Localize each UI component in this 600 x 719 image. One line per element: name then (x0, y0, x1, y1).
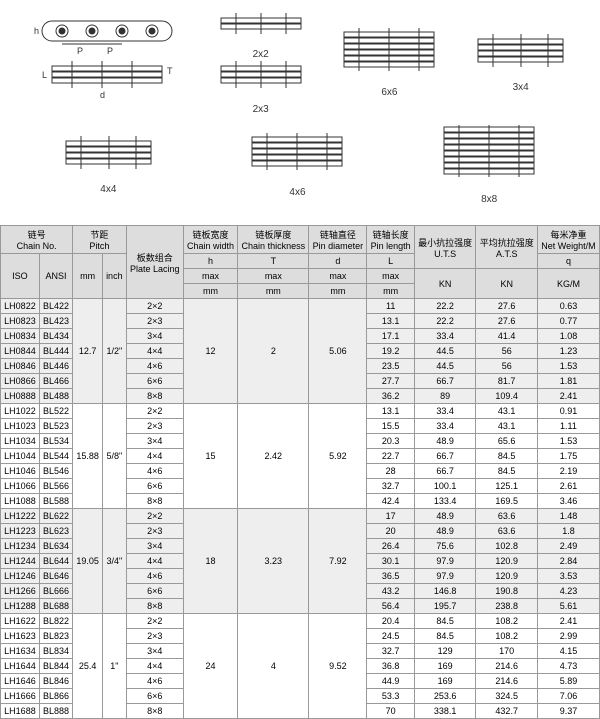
table-row: LH0822BL42212.71/2"2×21225.061122.227.60… (1, 299, 600, 314)
table-row: LH1222BL62219.053/4"2×2183.237.921748.96… (1, 509, 600, 524)
svg-text:P: P (77, 46, 83, 56)
svg-text:L: L (42, 70, 47, 80)
table-row: LH1022BL52215.885/8"2×2152.425.9213.133.… (1, 404, 600, 419)
lacing-6x6: 6x6 (339, 28, 439, 98)
spec-table: 链号Chain No. 节距Pitch 板数组合Plate Lacing 链板宽… (0, 225, 600, 719)
lacing-4x6: 4x6 (247, 133, 347, 198)
lacing-2x2-2x3: 2x2 2x3 (216, 10, 306, 115)
table-row: LH1622BL82225.41"2×22449.5220.484.5108.2… (1, 614, 600, 629)
lacing-8x8: 8x8 (439, 125, 539, 205)
svg-text:P: P (107, 46, 113, 56)
svg-text:d: d (100, 90, 105, 100)
diagram-area: P P h L d T 2x2 2x3 6x6 3x4 4x4 4x6 (0, 0, 600, 215)
chain-top-view: P P h L d T (32, 16, 182, 110)
table-body: LH0822BL42212.71/2"2×21225.061122.227.60… (1, 299, 600, 719)
table-head: 链号Chain No. 节距Pitch 板数组合Plate Lacing 链板宽… (1, 226, 600, 299)
lacing-4x4: 4x4 (61, 135, 156, 195)
svg-text:h: h (34, 26, 39, 36)
svg-text:T: T (167, 66, 173, 76)
lacing-3x4: 3x4 (473, 33, 568, 93)
